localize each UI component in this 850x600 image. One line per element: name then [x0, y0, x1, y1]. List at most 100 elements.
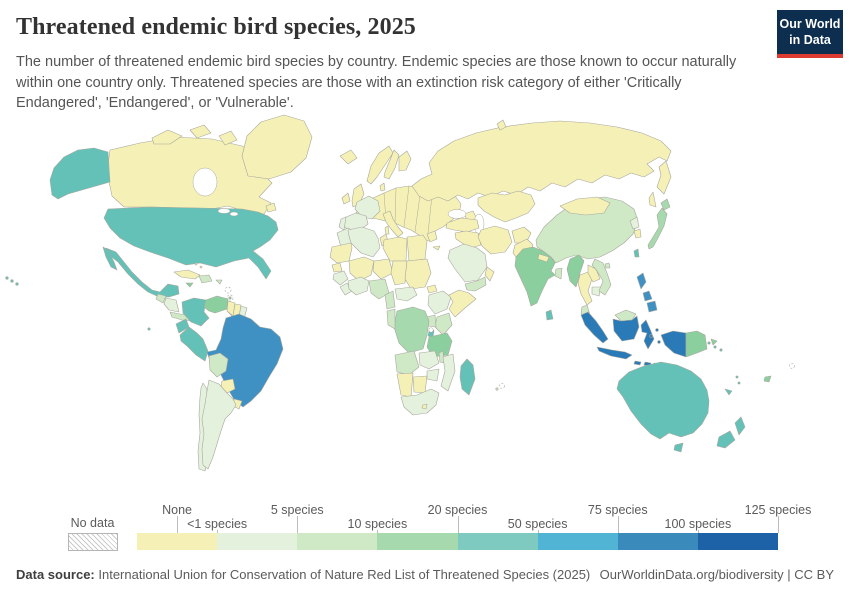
country-paraguay[interactable] — [220, 378, 236, 394]
country-sri-lanka[interactable] — [545, 309, 554, 321]
country-australia[interactable] — [616, 361, 710, 440]
country-hispaniola[interactable] — [198, 274, 213, 284]
country-canada[interactable] — [106, 136, 273, 215]
country-gabon-congo[interactable] — [386, 308, 396, 330]
country-iran[interactable] — [477, 225, 513, 255]
country-guatemala[interactable] — [155, 293, 167, 304]
country-ivory-coast-ghana[interactable] — [347, 276, 370, 296]
country-canada[interactable] — [151, 129, 183, 145]
country-venezuela[interactable] — [203, 295, 229, 314]
country-niger[interactable] — [372, 258, 394, 280]
legend-bin-2[interactable] — [297, 533, 378, 550]
country-finland[interactable] — [398, 150, 412, 172]
country-lesotho[interactable] — [421, 403, 428, 410]
legend-bin-0[interactable] — [137, 533, 218, 550]
legend-no-data-swatch[interactable] — [68, 533, 118, 551]
small-island-marker[interactable] — [226, 294, 234, 302]
region-oman[interactable] — [484, 266, 495, 282]
country-vanuatu[interactable] — [737, 381, 741, 385]
country-ecuador-galapagos[interactable] — [147, 327, 151, 331]
country-russia[interactable] — [411, 120, 672, 202]
legend-bin-6[interactable] — [617, 533, 698, 550]
country-iceland[interactable] — [339, 149, 358, 165]
country-australia-tasmania[interactable] — [673, 442, 684, 453]
country-libya[interactable] — [382, 236, 408, 262]
country-sudan[interactable] — [404, 258, 432, 290]
region-levant-iraq[interactable] — [454, 230, 482, 249]
country-fiji[interactable] — [763, 375, 772, 383]
country-solomon-islands[interactable] — [719, 348, 723, 352]
country-cuba[interactable] — [173, 269, 201, 280]
country-mongolia[interactable] — [559, 196, 611, 216]
small-island-marker[interactable] — [224, 286, 232, 294]
legend-bin-7[interactable] — [697, 533, 778, 550]
country-indonesia-moluccas[interactable] — [649, 334, 653, 338]
country-new-zealand-south[interactable] — [716, 430, 736, 449]
country-cameroon[interactable] — [384, 290, 396, 310]
country-mauritania[interactable] — [329, 242, 353, 264]
country-mozambique[interactable] — [440, 353, 456, 392]
country-canada[interactable] — [189, 124, 212, 139]
country-bahamas[interactable] — [199, 265, 203, 269]
country-afghanistan[interactable] — [511, 226, 532, 244]
country-philippines-luzon[interactable] — [636, 272, 647, 290]
country-france[interactable] — [354, 195, 381, 220]
country-solomon-islands[interactable] — [713, 345, 717, 349]
country-dr-congo[interactable] — [393, 306, 430, 354]
country-india[interactable] — [514, 246, 556, 307]
country-canada[interactable] — [265, 202, 277, 213]
country-taiwan[interactable] — [633, 248, 640, 258]
country-zambia[interactable] — [418, 350, 440, 370]
country-united-states-hawaii[interactable] — [5, 276, 9, 280]
country-indonesia-moluccas[interactable] — [657, 340, 661, 344]
country-vanuatu[interactable] — [735, 375, 739, 379]
country-nigeria[interactable] — [368, 278, 390, 300]
country-portugal[interactable] — [338, 216, 347, 231]
country-botswana[interactable] — [412, 375, 428, 394]
country-indonesia-sulawesi[interactable] — [640, 319, 655, 350]
country-japan-hokkaido[interactable] — [660, 198, 671, 211]
country-united-kingdom[interactable] — [351, 183, 365, 208]
country-yemen[interactable] — [464, 276, 487, 292]
country-turkey[interactable] — [445, 217, 480, 233]
country-papua-new-guinea[interactable] — [685, 330, 708, 358]
country-bolivia[interactable] — [208, 352, 229, 378]
country-chad[interactable] — [390, 260, 408, 286]
country-bahamas[interactable] — [194, 262, 198, 266]
country-central-african-republic[interactable] — [394, 286, 418, 302]
country-mali[interactable] — [348, 256, 375, 282]
country-italy[interactable] — [382, 210, 404, 238]
country-ireland[interactable] — [341, 192, 351, 205]
country-colombia[interactable] — [181, 297, 210, 327]
country-philippines-mindanao[interactable] — [646, 300, 658, 313]
country-png-new-britain[interactable] — [710, 338, 718, 346]
country-united-states-alaska[interactable] — [49, 147, 111, 200]
country-indonesia-java[interactable] — [596, 346, 633, 360]
country-namibia[interactable] — [396, 372, 414, 398]
country-indonesia-papua[interactable] — [660, 330, 687, 358]
country-somalia[interactable] — [448, 289, 477, 318]
country-puerto-rico[interactable] — [215, 279, 223, 285]
country-madagascar[interactable] — [459, 358, 476, 396]
country-angola[interactable] — [394, 350, 420, 376]
country-philippines-visayas[interactable] — [642, 290, 653, 302]
country-united-states[interactable] — [103, 206, 279, 280]
country-peru[interactable] — [179, 326, 209, 362]
country-greece[interactable] — [426, 230, 438, 243]
country-italy-sardinia[interactable] — [384, 225, 390, 235]
country-cambodia[interactable] — [591, 286, 602, 297]
small-island-marker[interactable] — [499, 383, 505, 389]
country-myanmar[interactable] — [566, 254, 585, 288]
small-island-marker[interactable] — [789, 363, 795, 369]
country-eritrea[interactable] — [426, 284, 438, 294]
country-south-africa[interactable] — [400, 388, 440, 416]
country-solomon-islands[interactable] — [707, 341, 711, 345]
country-new-caledonia[interactable] — [724, 388, 733, 396]
country-saudi-arabia[interactable] — [447, 243, 488, 283]
country-mauritius[interactable] — [495, 387, 499, 391]
country-denmark[interactable] — [379, 182, 386, 192]
country-dominica[interactable] — [228, 296, 232, 300]
country-china-hainan[interactable] — [604, 262, 611, 269]
legend-bin-5[interactable] — [537, 533, 618, 550]
country-north-korea[interactable] — [629, 216, 640, 230]
